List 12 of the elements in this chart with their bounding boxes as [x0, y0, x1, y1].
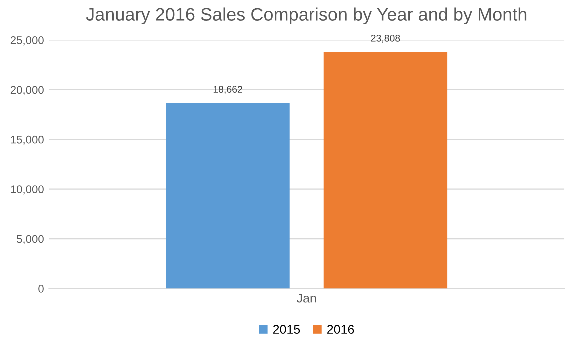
x-tick-label: Jan — [296, 294, 316, 303]
y-tick-label: 25,000 — [10, 36, 44, 46]
chart-title: January 2016 Sales Comparison by Year and by Month — [86, 8, 527, 25]
y-tick-label: 20,000 — [10, 86, 44, 96]
y-tick-label: 15,000 — [11, 136, 44, 146]
legend-label: 2015 — [273, 325, 300, 334]
y-tick-label: 10,000 — [11, 186, 44, 195]
y-tick-label: 5,000 — [16, 235, 44, 244]
text: 23,808 — [371, 34, 400, 43]
legend-label: 2016 — [328, 325, 354, 334]
y-tick-label: 0 — [38, 285, 44, 293]
text: 18,662 — [214, 86, 242, 94]
